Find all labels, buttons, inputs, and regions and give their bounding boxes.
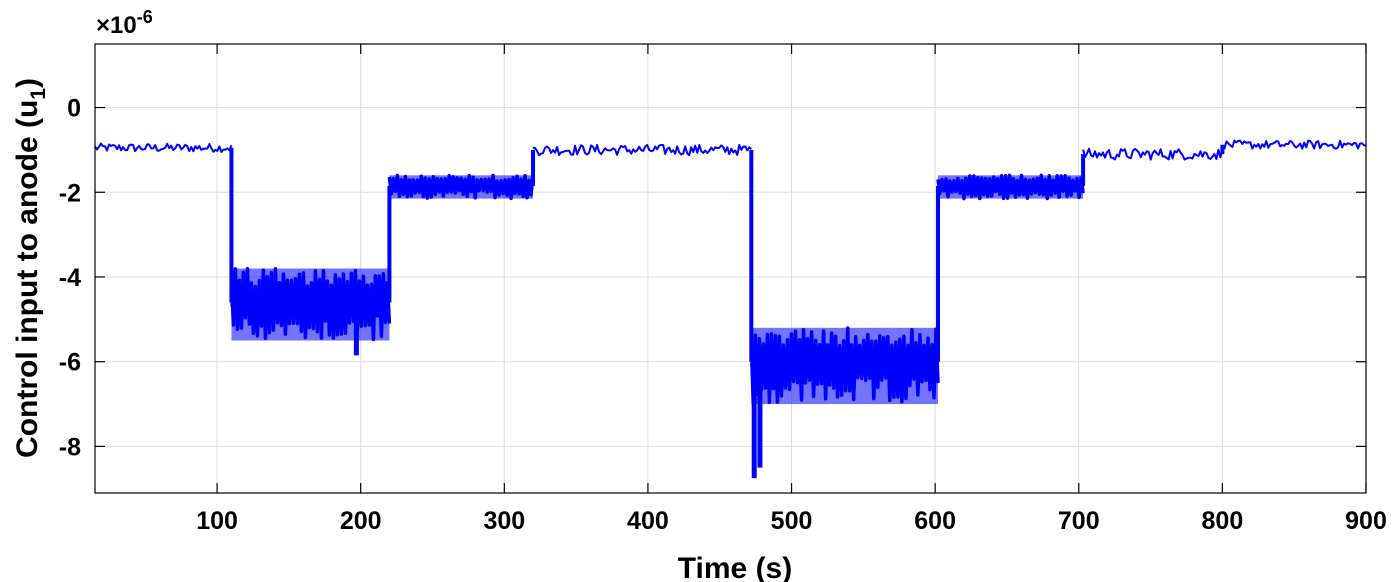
x-tick-label: 200 xyxy=(340,507,382,535)
series-segment xyxy=(1082,147,1224,161)
series-band xyxy=(231,268,390,341)
y-axis-label-main: Control input to anode (u xyxy=(11,100,44,458)
y-axis-label-sub: 1 xyxy=(27,88,50,100)
y-tick-label: -8 xyxy=(59,433,81,461)
y-exponent-prefix: ×10 xyxy=(96,12,137,39)
x-tick-label: 600 xyxy=(914,507,956,535)
x-tick-label: 300 xyxy=(483,507,525,535)
x-tick-label: 400 xyxy=(627,507,669,535)
y-exponent-power: -6 xyxy=(137,7,153,27)
series-segment xyxy=(1222,139,1367,150)
y-tick-label: -4 xyxy=(59,264,81,292)
x-tick-label: 500 xyxy=(771,507,813,535)
series-band xyxy=(389,175,534,199)
y-tick-label: -2 xyxy=(59,179,81,207)
y-tick-labels: 0 -2 -4 -6 -8 xyxy=(59,95,81,462)
x-tick-label: 100 xyxy=(196,507,238,535)
series-segment xyxy=(532,144,752,157)
y-tick-label: -6 xyxy=(59,349,81,377)
series-line xyxy=(94,139,1367,479)
tick-marks xyxy=(95,44,1367,493)
x-axis-label: Time (s) xyxy=(678,552,792,582)
y-exponent: ×10-6 xyxy=(96,7,153,39)
series-band xyxy=(751,327,939,405)
y-axis-label-close: ) xyxy=(11,78,44,88)
x-tick-labels: 100 200 300 400 500 600 700 800 900 xyxy=(196,507,1387,535)
x-tick-label: 800 xyxy=(1202,507,1244,535)
series-band xyxy=(938,175,1084,199)
series-segment xyxy=(94,142,233,153)
y-axis-label: Control input to anode (u1) xyxy=(11,78,50,458)
x-tick-label: 700 xyxy=(1058,507,1100,535)
plot-frame xyxy=(94,43,1367,494)
x-tick-label: 900 xyxy=(1345,507,1387,535)
y-tick-label: 0 xyxy=(67,95,81,123)
